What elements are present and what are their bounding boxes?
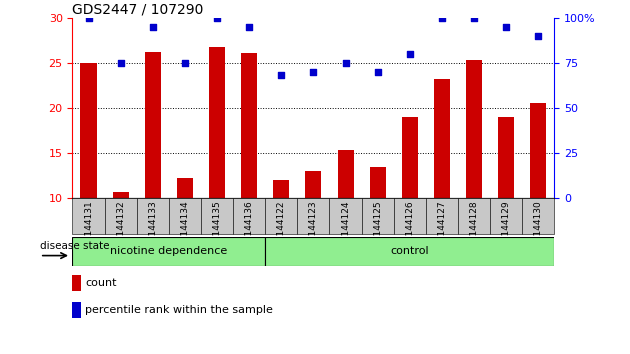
Point bbox=[116, 60, 126, 66]
Bar bbox=[169, 198, 201, 234]
Bar bbox=[329, 198, 362, 234]
Bar bbox=[72, 198, 105, 234]
Point bbox=[83, 15, 94, 21]
Text: GSM144131: GSM144131 bbox=[84, 200, 93, 255]
Bar bbox=[402, 117, 418, 198]
Bar bbox=[530, 103, 546, 198]
Text: disease state: disease state bbox=[40, 241, 110, 251]
Point bbox=[212, 15, 222, 21]
Bar bbox=[273, 180, 289, 198]
Point bbox=[340, 60, 350, 66]
Bar bbox=[338, 150, 353, 198]
Text: GSM144135: GSM144135 bbox=[212, 200, 222, 255]
Text: GSM144136: GSM144136 bbox=[244, 200, 254, 255]
Bar bbox=[426, 198, 458, 234]
Bar bbox=[105, 198, 137, 234]
Bar bbox=[233, 198, 265, 234]
Bar bbox=[297, 198, 329, 234]
Text: GSM144122: GSM144122 bbox=[277, 200, 286, 255]
Bar bbox=[241, 53, 257, 198]
Text: GSM144133: GSM144133 bbox=[148, 200, 158, 255]
Text: GSM144126: GSM144126 bbox=[405, 200, 415, 255]
Text: GSM144123: GSM144123 bbox=[309, 200, 318, 255]
Text: nicotine dependence: nicotine dependence bbox=[110, 246, 227, 256]
Point bbox=[533, 33, 543, 39]
Bar bbox=[177, 178, 193, 198]
Bar bbox=[201, 198, 233, 234]
Point bbox=[469, 15, 479, 21]
Point bbox=[180, 60, 190, 66]
Text: GSM144132: GSM144132 bbox=[116, 200, 125, 255]
Bar bbox=[81, 63, 96, 198]
Text: percentile rank within the sample: percentile rank within the sample bbox=[86, 305, 273, 315]
Bar bbox=[498, 117, 514, 198]
Text: GDS2447 / 107290: GDS2447 / 107290 bbox=[72, 2, 204, 17]
Text: GSM144130: GSM144130 bbox=[534, 200, 543, 255]
Bar bbox=[265, 198, 297, 234]
Point bbox=[276, 73, 286, 78]
Bar bbox=[72, 302, 81, 318]
Text: GSM144128: GSM144128 bbox=[469, 200, 479, 255]
Text: GSM144124: GSM144124 bbox=[341, 200, 350, 255]
Bar bbox=[394, 198, 426, 234]
Bar bbox=[466, 60, 482, 198]
Text: count: count bbox=[86, 278, 117, 289]
Point bbox=[244, 24, 254, 29]
Point bbox=[308, 69, 318, 75]
Point bbox=[372, 69, 382, 75]
Point bbox=[404, 51, 415, 57]
Bar bbox=[145, 52, 161, 198]
Text: GSM144125: GSM144125 bbox=[373, 200, 382, 255]
Point bbox=[147, 24, 158, 29]
Bar bbox=[72, 237, 265, 266]
Bar bbox=[362, 198, 394, 234]
Bar bbox=[522, 198, 554, 234]
Bar bbox=[265, 237, 554, 266]
Bar bbox=[370, 167, 386, 198]
Bar bbox=[458, 198, 490, 234]
Point bbox=[501, 24, 511, 29]
Bar bbox=[209, 47, 225, 198]
Bar bbox=[137, 198, 169, 234]
Bar bbox=[113, 192, 129, 198]
Point bbox=[437, 15, 447, 21]
Text: GSM144134: GSM144134 bbox=[180, 200, 190, 255]
Text: control: control bbox=[391, 246, 429, 256]
Bar bbox=[490, 198, 522, 234]
Bar bbox=[434, 79, 450, 198]
Text: GSM144129: GSM144129 bbox=[501, 200, 511, 255]
Text: GSM144127: GSM144127 bbox=[437, 200, 447, 255]
Bar bbox=[72, 275, 81, 291]
Bar bbox=[306, 171, 321, 198]
